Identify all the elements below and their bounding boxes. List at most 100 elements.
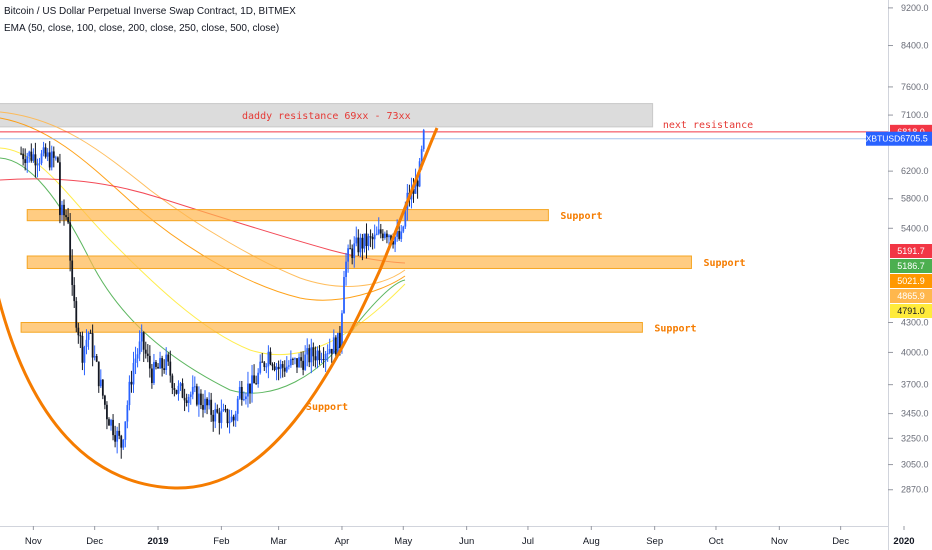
last-price-tag-bg <box>866 131 932 146</box>
candle-body <box>345 261 347 277</box>
ema-price-label: 5186.7 <box>897 261 925 271</box>
candle-body <box>148 355 151 369</box>
x-tick-label: Dec <box>86 536 103 547</box>
ema-price-label-bg <box>890 289 932 303</box>
candle-body <box>318 350 321 361</box>
candle-body <box>275 366 278 370</box>
candle-body <box>230 416 233 422</box>
candle-body <box>240 386 243 400</box>
candle-body <box>146 353 149 356</box>
ema-line <box>0 111 406 287</box>
candle-body <box>191 386 194 395</box>
candle-body <box>110 419 112 426</box>
candle-body <box>120 435 123 448</box>
candle-body <box>189 394 192 397</box>
candle-body <box>422 130 425 150</box>
resistance-zone <box>0 103 654 128</box>
candle-body <box>73 285 76 302</box>
candle-body <box>116 430 119 442</box>
y-tick-label: 3450.0 <box>901 409 929 419</box>
candle-body <box>373 234 376 240</box>
candle-body <box>334 337 337 355</box>
candle-body <box>132 362 135 385</box>
plot-area: daddy resistance 69xx - 73xx Support Suppo… <box>0 103 888 490</box>
support-zone <box>20 322 643 333</box>
y-tick-label: 7600.0 <box>901 82 929 92</box>
candle-body <box>412 188 415 194</box>
x-tick-label: Aug <box>583 536 600 547</box>
candle-body <box>234 413 237 421</box>
candle-body <box>400 231 403 239</box>
x-tick-label: Oct <box>709 536 724 547</box>
y-tick-label: 6200.0 <box>901 166 929 176</box>
candle-body <box>112 419 114 436</box>
candle-body <box>249 383 251 394</box>
candle-body <box>392 240 394 245</box>
candle-body <box>294 358 296 360</box>
candle-body <box>351 248 354 259</box>
y-tick-label: 3050.0 <box>901 460 929 470</box>
candle-body <box>251 375 253 394</box>
candle-body <box>52 151 55 158</box>
candle-body <box>326 353 329 355</box>
candle-body <box>101 379 104 396</box>
candle-body <box>126 405 129 422</box>
candle-body <box>185 400 188 404</box>
candle-body <box>349 248 352 250</box>
candle-body <box>20 153 22 155</box>
candle-body <box>136 354 139 359</box>
candle-body <box>296 358 298 368</box>
candle-body <box>212 414 215 422</box>
x-tick-label: Mar <box>270 536 286 547</box>
candle-body <box>65 215 67 218</box>
candle-body <box>157 366 159 369</box>
ticker-label: XBTUSD <box>866 134 900 144</box>
candle-body <box>173 388 176 391</box>
candle-body <box>44 147 47 157</box>
candle-body <box>61 204 63 216</box>
candle-body <box>138 341 141 355</box>
y-tick-label: 4000.0 <box>901 347 929 357</box>
candle-body <box>304 354 307 370</box>
candle-body <box>375 233 378 235</box>
candle-body <box>257 372 260 385</box>
candle-body <box>91 333 94 358</box>
y-tick-label: 5800.0 <box>901 194 929 204</box>
candle-body <box>128 381 131 406</box>
x-tick-label: May <box>394 536 412 547</box>
candle-body <box>226 409 229 424</box>
candle-body <box>183 397 186 401</box>
candle-body <box>367 236 370 247</box>
ema-price-label-bg <box>890 274 932 288</box>
candle-body <box>343 276 345 314</box>
candle-body <box>202 405 204 410</box>
candle-body <box>224 409 227 411</box>
candle-body <box>359 237 362 253</box>
candle-body <box>42 147 45 154</box>
chart-title: Bitcoin / US Dollar Perpetual Inverse Sw… <box>4 6 296 17</box>
support-zone-label: Support <box>560 211 602 222</box>
x-tick-label: Dec <box>832 536 849 547</box>
candle-body <box>394 236 397 245</box>
candle-body <box>283 367 286 372</box>
candle-body <box>302 360 305 370</box>
candle-body <box>332 337 335 354</box>
candle-body <box>361 237 364 249</box>
candle-body <box>40 153 43 164</box>
candle-body <box>140 332 143 342</box>
candle-body <box>144 349 147 354</box>
candle-body <box>34 154 37 166</box>
x-tick-label: Jun <box>459 536 474 547</box>
candle-body <box>220 410 223 423</box>
candle-body <box>32 154 35 161</box>
candle-body <box>155 362 157 367</box>
candle-body <box>414 180 417 194</box>
candle-body <box>369 236 372 238</box>
y-tick-label: 8400.0 <box>901 41 929 51</box>
candle-body <box>377 229 380 234</box>
ema-price-label-bg <box>890 244 932 258</box>
candle-body <box>339 332 341 348</box>
